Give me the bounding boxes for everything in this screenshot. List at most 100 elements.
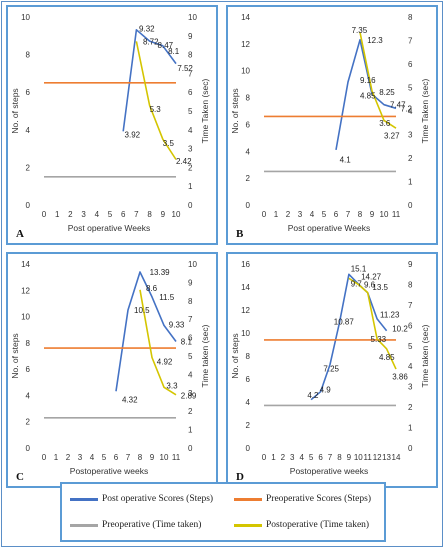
y-right-tick-label: 2 [408,403,413,412]
y-right-tick-label: 7 [188,315,193,324]
x-tick-label: 2 [68,210,73,219]
y-right-tick-label: 1 [188,426,193,435]
data-label: 3.5 [163,139,175,148]
x-tick-label: 10 [160,453,169,462]
y-right-tick-label: 8 [408,13,413,22]
y-left-tick-label: 4 [246,398,251,407]
y-right-tick-label: 3 [408,383,413,392]
y-right-tick-label: 6 [408,321,413,330]
y-right-tick-label: 2 [188,163,193,172]
y-left-tick-label: 10 [21,13,30,22]
y-right-tick-label: 5 [188,107,193,116]
y-right-tick-label: 1 [188,182,193,191]
data-label: 3.92 [125,131,141,140]
data-label: 7.47 [390,100,406,109]
x-tick-label: 12 [373,453,382,462]
data-label: 3.27 [384,132,400,141]
y-right-tick-label: 8 [408,280,413,289]
x-tick-label: 0 [262,210,267,219]
data-label: 9.32 [139,24,155,33]
y-left-tick-label: 10 [21,313,30,322]
panel-label: C [16,471,24,483]
y-left-tick-label: 0 [246,444,251,453]
x-axis-label: Post operative Weeks [288,223,371,233]
x-axis-label: Post operative Weeks [68,223,151,233]
x-tick-label: 3 [298,210,303,219]
data-label: 11.23 [380,311,400,320]
series-line-postoperative-time-taken [139,289,177,396]
x-tick-label: 9 [161,210,166,219]
legend-label: Post operative Scores (Steps) [102,494,214,504]
legend-label: Preoperative (Time taken) [102,520,202,530]
y-right-tick-label: 2 [188,407,193,416]
y-left-tick-label: 2 [26,418,31,427]
chart-svg: 0 1 2 3 4 5 6 7 8 9 10 1102468101214012345678910Pos… [10,260,210,483]
panel-label: A [16,228,24,240]
data-label: 10.2 [392,324,408,333]
y-left-tick-label: 8 [26,339,31,348]
y-left-tick-label: 8 [246,352,251,361]
x-tick-label: 1 [271,453,276,462]
data-label: 4.85 [360,92,376,101]
y-right-tick-label: 7 [408,301,413,310]
y-left-tick-label: 4 [26,126,31,135]
y-right-tick-label: 0 [408,444,413,453]
data-label: 3.3 [166,381,178,390]
data-label: 15.1 [351,265,367,274]
y-left-tick-label: 14 [241,283,250,292]
y-left-tick-label: 6 [246,120,251,129]
legend-swatch [234,497,262,501]
data-label: 4.1 [340,155,352,164]
panel-label: D [236,471,244,483]
data-label: 13.39 [150,268,171,277]
data-label: 4.32 [122,395,138,404]
y-left-tick-label: 2 [26,163,31,172]
x-tick-label: 8 [337,453,342,462]
y-left-tick-label: 8 [246,94,251,103]
data-label: 7.25 [323,365,339,374]
x-tick-label: 5 [108,210,113,219]
data-label: 9.33 [169,320,185,329]
data-label: 8.6 [146,284,158,293]
y-left-tick-label: 0 [246,201,251,210]
x-tick-label: 8 [358,210,363,219]
series-line-post-operative-scores-steps [115,271,177,392]
data-label: 8.1 [181,338,193,347]
data-label: 14.27 [361,273,382,282]
x-tick-label: 3 [290,453,295,462]
y-right-tick-label: 2 [408,154,413,163]
chart-panel-d: 0 1 2 3 4 5 6 7 8 9 10 11 12 13 14 0 2 4 6 8 10 12 14 16 0 1 2 3 4 5 6… [226,252,438,488]
x-tick-label: 9 [150,453,155,462]
x-tick-label: 0 [42,210,47,219]
y-right-tick-label: 0 [188,201,193,210]
legend-label: Postoperative (Time taken) [266,520,370,530]
y-right-tick-label: 9 [408,260,413,269]
x-tick-label: 7 [346,210,351,219]
data-label: 3.86 [392,372,408,381]
y-right-tick-label: 9 [188,278,193,287]
y-right-tick-label: 1 [408,178,413,187]
y-right-tick-label: 6 [408,60,413,69]
y-left-tick-label: 14 [21,260,30,269]
legend-swatch [234,523,262,527]
data-label: 4.2 [307,391,319,400]
x-tick-label: 0 [42,453,47,462]
x-tick-label: 4 [299,453,304,462]
chart-panel-a: 0 1 2 3 4 5 6 7 8 9 10 0 2 4 6 8 10 0 1 2 3 4 5 6 7 8 9 10 Post oper… [6,5,218,245]
x-tick-label: 5 [102,453,107,462]
series-line-postoperative-time-taken [135,41,177,160]
x-tick-label: 11 [172,453,181,462]
y-right-tick-label: 10 [188,13,197,22]
y-right-axis-label: Time taken (sec) [420,324,430,387]
data-label: 9.16 [360,76,376,85]
legend-item-post-steps: Post operative Scores (Steps) [70,492,213,506]
x-tick-label: 8 [138,453,143,462]
y-right-tick-label: 3 [188,145,193,154]
x-tick-label: 8 [147,210,152,219]
x-tick-label: 10 [172,210,181,219]
panel-label: B [236,228,244,240]
y-left-axis-label: No. of steps [230,88,240,133]
